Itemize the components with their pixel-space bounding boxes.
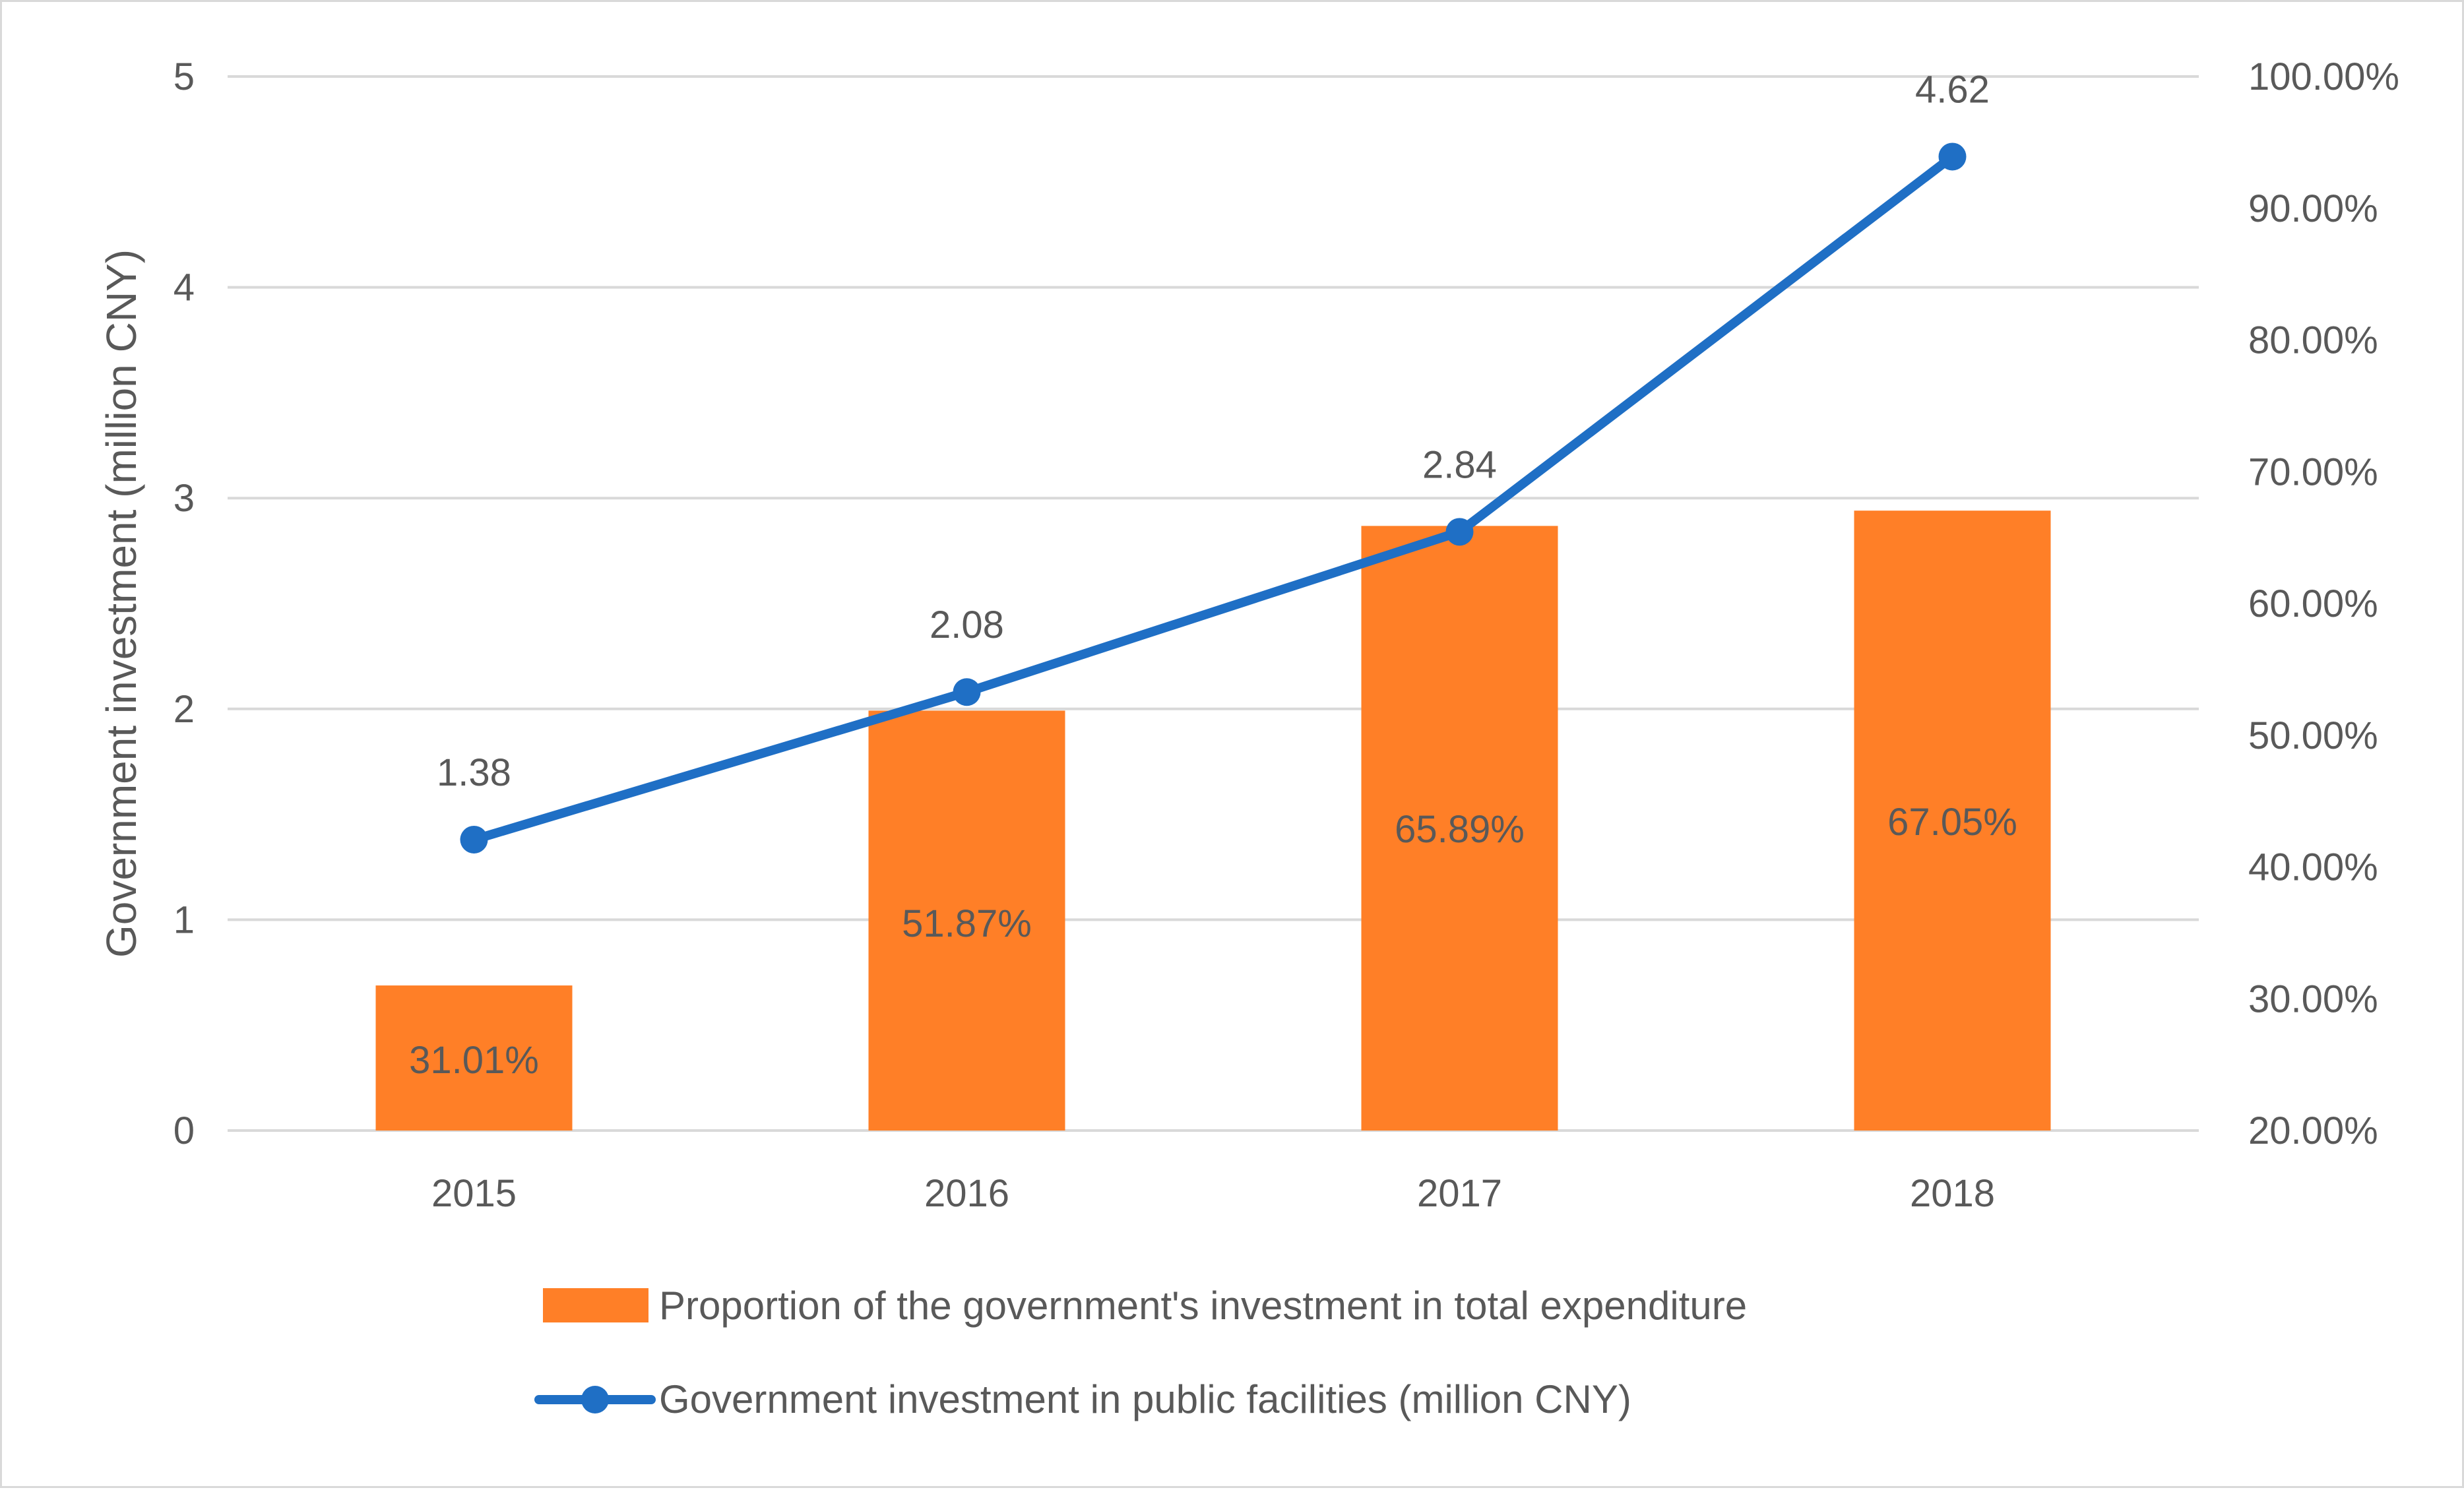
line-data-label: 2.84 [1422,443,1497,486]
bar-data-label: 51.87% [902,902,1032,945]
bar-data-label: 31.01% [409,1039,539,1082]
legend-label-bar: Proportion of the government's investmen… [659,1284,1747,1328]
left-axis-tick: 3 [174,477,195,520]
legend-swatch-bar [543,1288,648,1322]
bar [868,710,1065,1131]
right-axis-tick: 30.00% [2248,978,2378,1020]
line-data-label: 2.08 [930,604,1004,646]
line-series [469,152,1957,844]
bar-data-label: 67.05% [1887,801,2017,844]
right-axis-tick: 50.00% [2248,714,2378,757]
line-data-label: 4.62 [1915,68,1990,111]
legend-label-line: Government investment in public faciliti… [659,1377,1631,1421]
line-point [953,678,981,706]
right-axis-tick: 100.00% [2248,55,2399,98]
legend-swatch-marker [581,1386,609,1413]
left-axis-title: Government investment (million CNY) [98,249,145,958]
line-point [1938,142,1967,171]
right-axis-tick: 80.00% [2248,319,2378,362]
right-axis-tick: 60.00% [2248,582,2378,625]
line-data-label: 1.38 [437,751,511,794]
right-axis-tick: 20.00% [2248,1109,2378,1152]
left-axis-tick: 5 [174,55,195,98]
left-axis-tick: 0 [174,1109,195,1152]
x-axis-tick: 2017 [1417,1172,1502,1215]
x-axis-tick: 2015 [431,1172,517,1215]
x-axis-tick: 2018 [1910,1172,1995,1215]
bar [1361,526,1558,1131]
left-axis-tick: 1 [174,898,195,941]
right-axis-tick: 70.00% [2248,450,2378,493]
right-axis-tick: 40.00% [2248,846,2378,889]
line-point [460,825,488,854]
bar [1854,511,2051,1131]
bar [375,985,573,1131]
line-point [1445,518,1474,546]
bar-data-label: 65.89% [1395,808,1525,851]
left-axis-tick: 4 [174,266,195,309]
right-axis-tick: 90.00% [2248,187,2378,230]
left-axis-tick: 2 [174,688,195,731]
x-axis-tick: 2016 [924,1172,1009,1215]
